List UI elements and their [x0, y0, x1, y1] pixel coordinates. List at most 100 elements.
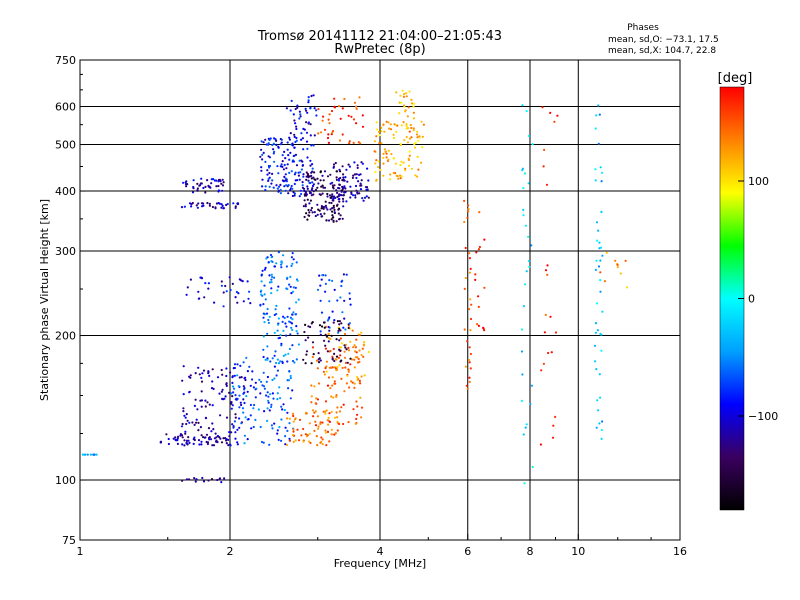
- data-point: [292, 113, 295, 116]
- data-point: [330, 109, 334, 113]
- data-point: [356, 376, 359, 379]
- data-point: [204, 191, 207, 194]
- data-point: [291, 318, 294, 321]
- y-tick-label: 500: [55, 139, 76, 152]
- data-point: [543, 148, 546, 151]
- data-point: [225, 438, 228, 441]
- data-point: [310, 362, 313, 365]
- data-point: [245, 356, 248, 359]
- data-point: [238, 376, 241, 379]
- data-point: [274, 138, 277, 141]
- data-point: [321, 174, 324, 177]
- data-point: [278, 185, 281, 188]
- data-point: [337, 105, 341, 108]
- data-point: [218, 477, 222, 480]
- data-point: [271, 260, 274, 263]
- data-point: [285, 107, 288, 110]
- data-point: [550, 351, 553, 354]
- data-point: [285, 167, 288, 170]
- data-point: [263, 321, 266, 324]
- data-point: [357, 333, 360, 336]
- data-point: [308, 422, 311, 425]
- data-point: [302, 175, 305, 178]
- data-point: [270, 403, 273, 406]
- data-point: [230, 392, 233, 395]
- data-point: [467, 210, 470, 213]
- data-point: [261, 158, 264, 161]
- data-point: [309, 164, 312, 167]
- data-point: [361, 125, 365, 128]
- data-point: [234, 431, 237, 434]
- data-point: [528, 265, 531, 268]
- colorbar-tick-label: 0: [748, 293, 755, 306]
- data-point: [335, 394, 338, 397]
- data-point: [225, 203, 228, 207]
- data-point: [288, 138, 291, 141]
- data-point: [286, 417, 289, 420]
- data-point: [283, 175, 286, 178]
- data-point: [297, 174, 300, 177]
- data-point: [218, 392, 221, 395]
- data-point: [202, 202, 205, 205]
- data-point: [298, 110, 301, 113]
- data-point: [524, 224, 527, 227]
- data-point: [295, 301, 298, 304]
- data-point: [232, 391, 235, 394]
- data-point: [221, 189, 224, 192]
- data-point: [291, 194, 294, 198]
- data-point: [468, 376, 471, 379]
- data-point: [310, 188, 313, 191]
- data-point: [356, 166, 359, 169]
- data-point: [467, 308, 471, 311]
- data-point: [305, 212, 308, 215]
- data-point: [298, 178, 301, 181]
- data-point: [351, 176, 354, 179]
- data-point: [408, 130, 411, 133]
- data-point: [263, 410, 266, 413]
- data-point: [281, 154, 284, 157]
- data-point: [198, 373, 201, 376]
- data-point: [338, 327, 341, 330]
- data-point: [333, 105, 336, 108]
- data-point: [181, 436, 184, 439]
- data-point: [219, 414, 222, 417]
- data-point: [261, 269, 264, 272]
- data-point: [302, 427, 305, 431]
- data-point: [316, 213, 319, 216]
- data-point: [294, 439, 297, 442]
- data-point: [259, 392, 262, 395]
- data-point: [332, 347, 335, 351]
- data-point: [204, 399, 207, 402]
- data-point: [374, 162, 377, 165]
- data-point: [525, 423, 528, 426]
- data-point: [260, 140, 263, 143]
- data-point: [283, 408, 286, 412]
- data-point: [552, 424, 555, 427]
- data-point: [324, 400, 328, 403]
- data-point: [311, 170, 314, 173]
- data-point: [198, 443, 201, 446]
- data-point: [355, 400, 358, 403]
- data-point: [336, 320, 339, 323]
- data-point: [200, 380, 204, 383]
- data-point: [307, 96, 310, 99]
- data-point: [398, 101, 401, 104]
- data-point: [227, 444, 230, 447]
- data-point: [237, 292, 240, 295]
- data-point: [246, 370, 249, 373]
- data-point: [165, 433, 168, 436]
- data-point: [350, 380, 353, 383]
- data-point: [253, 403, 256, 407]
- colorbar-scale: [719, 86, 745, 511]
- data-point: [279, 360, 282, 363]
- data-point: [228, 431, 231, 434]
- data-point: [239, 364, 242, 367]
- data-point: [331, 357, 334, 360]
- data-point: [339, 360, 342, 363]
- data-point: [331, 210, 334, 213]
- data-point: [521, 373, 524, 376]
- x-axis: 1 2 4 6 8 10 16: [77, 534, 687, 558]
- data-point: [290, 99, 293, 102]
- data-point: [341, 366, 344, 369]
- data-point: [373, 150, 376, 153]
